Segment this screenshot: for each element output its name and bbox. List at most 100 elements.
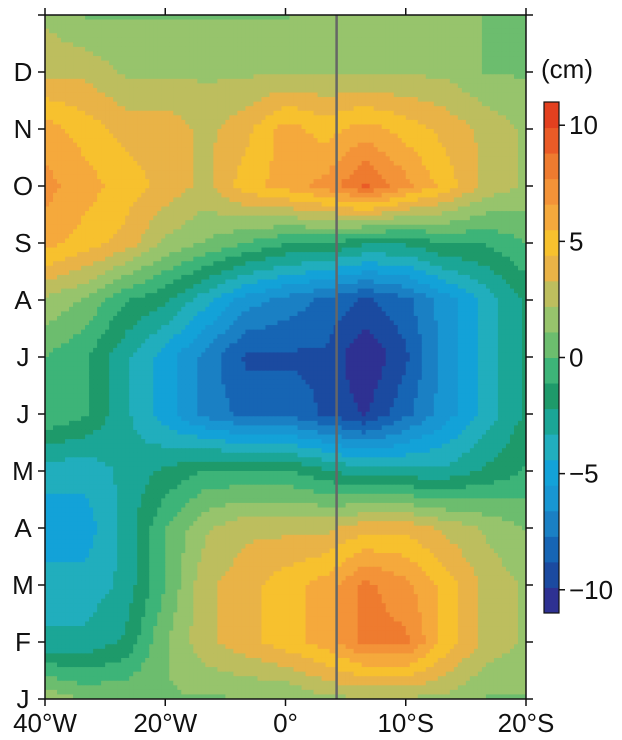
- heatmap-cell: [409, 192, 415, 198]
- heatmap-cell: [449, 115, 455, 121]
- heatmap-cell: [381, 33, 387, 39]
- heatmap-cell: [305, 133, 311, 139]
- heatmap-cell: [441, 37, 447, 43]
- heatmap-cell: [157, 188, 162, 194]
- heatmap-cell: [417, 124, 423, 130]
- heatmap-cell: [513, 65, 519, 71]
- heatmap-cell: [181, 119, 186, 126]
- heatmap-cell: [173, 151, 178, 157]
- heatmap-cell: [313, 51, 319, 57]
- heatmap-cell: [145, 56, 150, 62]
- heatmap-cell: [161, 78, 166, 84]
- heatmap-cell: [401, 124, 407, 130]
- heatmap-cell: [417, 60, 423, 66]
- heatmap-cell: [369, 106, 375, 112]
- heatmap-cell: [429, 56, 435, 62]
- heatmap-cell: [113, 188, 118, 194]
- heatmap-cell: [69, 160, 74, 167]
- heatmap-cell: [101, 42, 106, 48]
- heatmap-cell: [381, 151, 387, 157]
- heatmap-cell: [93, 179, 98, 185]
- heatmap-cell: [217, 188, 222, 194]
- heatmap-cell: [489, 138, 495, 144]
- heatmap-cell: [309, 65, 315, 71]
- heatmap-cell: [161, 174, 166, 180]
- heatmap-cell: [293, 83, 299, 89]
- heatmap-cell: [365, 51, 371, 57]
- heatmap-cell: [61, 33, 66, 39]
- heatmap-cell: [413, 197, 419, 203]
- heatmap-cell: [317, 87, 323, 94]
- heatmap-cell: [341, 51, 347, 57]
- heatmap-cell: [509, 83, 515, 89]
- heatmap-cell: [289, 188, 295, 194]
- heatmap-cell: [465, 138, 471, 144]
- heatmap-cell: [353, 174, 359, 180]
- heatmap-cell: [473, 179, 479, 185]
- heatmap-cell: [349, 142, 355, 148]
- heatmap-cell: [357, 124, 363, 130]
- heatmap-cell: [253, 42, 259, 48]
- heatmap-cell: [501, 33, 507, 39]
- heatmap-cell: [517, 106, 523, 112]
- heatmap-cell: [217, 147, 222, 153]
- heatmap-cell: [457, 165, 463, 171]
- heatmap-cell: [97, 160, 102, 167]
- heatmap-cell: [497, 106, 503, 112]
- heatmap-cell: [233, 56, 238, 62]
- heatmap-cell: [261, 97, 267, 103]
- heatmap-cell: [269, 42, 275, 48]
- heatmap-cell: [217, 92, 222, 98]
- heatmap-cell: [405, 33, 411, 39]
- heatmap-cell: [137, 42, 142, 48]
- heatmap-cell: [77, 78, 82, 84]
- heatmap-cell: [505, 124, 511, 130]
- heatmap-cell: [361, 65, 367, 71]
- heatmap-cell: [73, 83, 78, 89]
- heatmap-cell: [465, 60, 471, 66]
- heatmap-cell: [501, 74, 507, 80]
- heatmap-cell: [433, 78, 439, 84]
- heatmap-cell: [473, 147, 479, 153]
- heatmap-cell: [261, 183, 267, 189]
- heatmap-cell: [49, 92, 54, 98]
- heatmap-cell: [93, 115, 98, 121]
- heatmap-cell: [393, 197, 399, 203]
- heatmap-cell: [489, 192, 495, 198]
- heatmap-cell: [469, 60, 475, 66]
- heatmap-cell: [285, 124, 291, 130]
- heatmap-cell: [121, 15, 126, 21]
- heatmap-cell: [245, 110, 251, 116]
- heatmap-cell: [157, 119, 162, 126]
- heatmap-cell: [413, 138, 419, 144]
- heatmap-cell: [81, 124, 86, 130]
- heatmap-cell: [129, 92, 134, 98]
- heatmap-cell: [413, 60, 419, 66]
- heatmap-cell: [365, 24, 371, 30]
- heatmap-cell: [193, 19, 198, 25]
- heatmap-cell: [133, 28, 138, 34]
- heatmap-cell: [353, 188, 359, 194]
- heatmap-cell: [169, 65, 174, 71]
- heatmap-cell: [365, 78, 371, 84]
- heatmap-cell: [425, 101, 431, 107]
- heatmap-cell: [193, 78, 198, 84]
- heatmap-cell: [85, 192, 90, 198]
- heatmap-cell: [221, 138, 226, 144]
- heatmap-cell: [65, 37, 70, 43]
- heatmap-cell: [313, 60, 319, 66]
- heatmap-cell: [441, 165, 447, 171]
- heatmap-cell: [133, 110, 138, 116]
- heatmap-cell: [301, 19, 307, 25]
- heatmap-cell: [157, 56, 162, 62]
- heatmap-cell: [437, 60, 443, 66]
- heatmap-cell: [433, 138, 439, 144]
- heatmap-cell: [517, 92, 523, 98]
- heatmap-cell: [145, 165, 150, 171]
- heatmap-cell: [97, 37, 102, 43]
- heatmap-cell: [233, 60, 238, 66]
- heatmap-cell: [161, 92, 166, 98]
- heatmap-cell: [281, 24, 287, 30]
- heatmap-cell: [521, 106, 526, 112]
- heatmap-cell: [93, 69, 98, 75]
